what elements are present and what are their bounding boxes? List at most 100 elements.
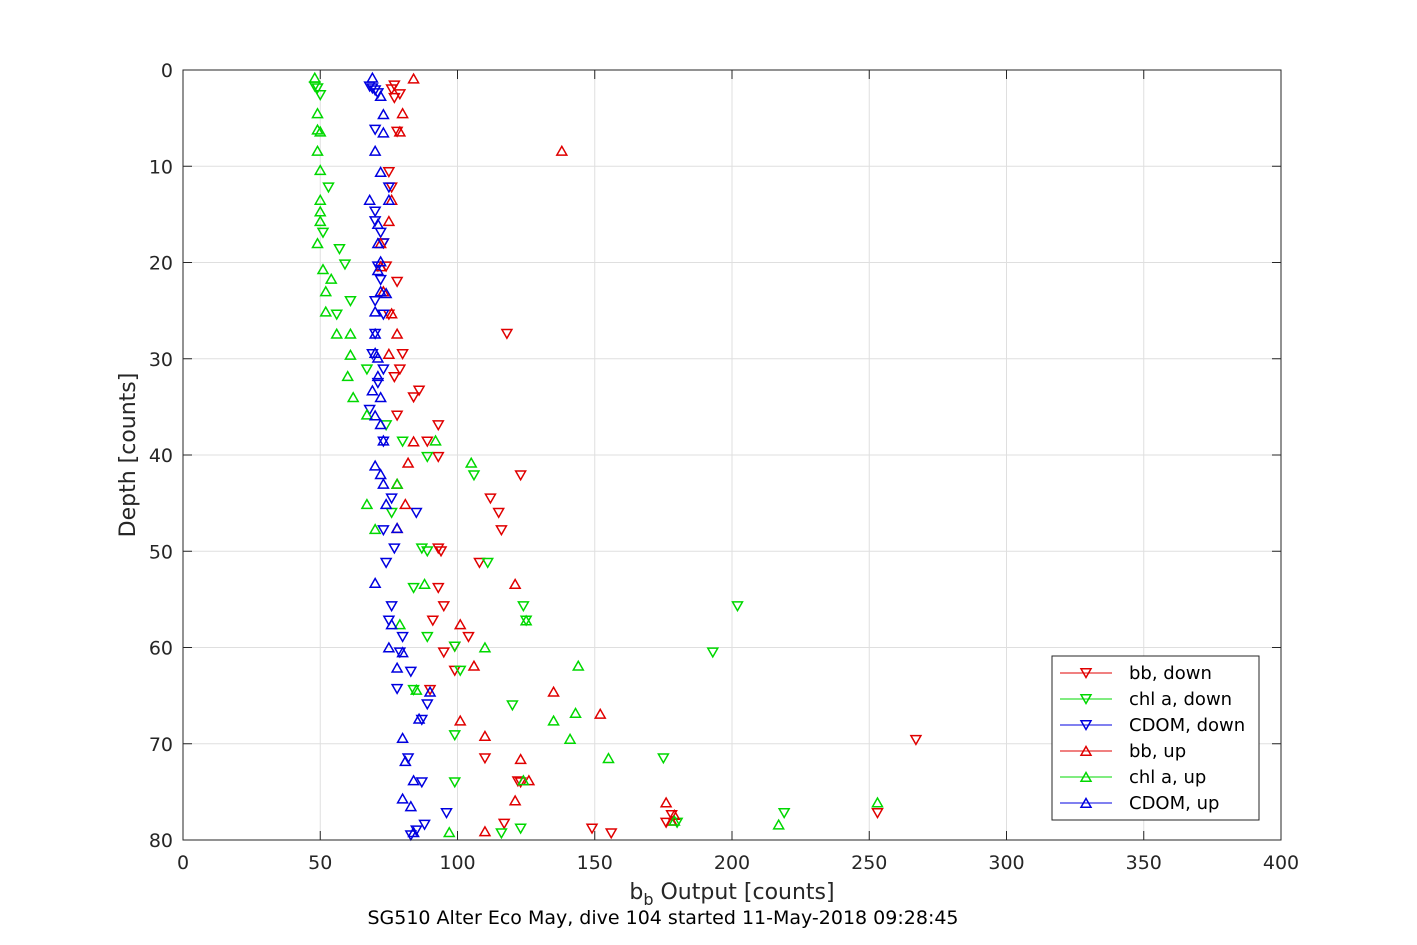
x-axis-label: bb Output [counts] <box>629 880 834 909</box>
data-point <box>602 752 615 764</box>
data-point <box>593 707 607 719</box>
y-axis-label: Depth [counts] <box>116 373 141 538</box>
data-point <box>421 436 434 448</box>
data-point <box>368 144 382 156</box>
data-point <box>547 685 560 697</box>
data-point <box>407 392 420 404</box>
data-point <box>371 370 385 382</box>
data-point <box>437 601 451 613</box>
legend-entry-label: chl a, down <box>1129 689 1232 710</box>
data-point <box>388 372 401 384</box>
data-point <box>344 296 357 308</box>
data-point <box>385 601 398 613</box>
y-tick-label: 0 <box>161 60 173 82</box>
data-point <box>448 730 462 742</box>
data-point <box>368 459 382 471</box>
data-point <box>396 731 409 743</box>
data-point <box>368 124 382 136</box>
x-tick-label: 250 <box>851 852 887 874</box>
data-point <box>484 493 497 505</box>
data-point <box>401 456 415 468</box>
data-point <box>514 823 527 835</box>
data-point <box>371 264 385 276</box>
data-point <box>569 706 582 718</box>
data-point <box>519 614 533 626</box>
data-point <box>382 641 396 653</box>
data-point <box>311 107 324 119</box>
data-point <box>313 215 327 227</box>
data-point <box>396 646 409 658</box>
data-point <box>311 237 324 249</box>
data-point <box>517 601 530 613</box>
x-tick-label: 200 <box>714 852 750 874</box>
data-point <box>442 826 456 838</box>
series-chl-a-up <box>308 71 884 838</box>
data-point <box>434 546 448 558</box>
data-point <box>377 477 390 489</box>
series-chl-a-down <box>308 81 791 840</box>
data-point <box>390 276 404 288</box>
data-point <box>412 712 426 724</box>
data-point <box>426 615 440 627</box>
data-point <box>313 90 327 102</box>
data-point <box>371 377 385 389</box>
data-point <box>431 420 445 432</box>
data-point <box>410 683 423 695</box>
series-cdom-up <box>363 71 437 838</box>
data-point <box>871 796 884 808</box>
data-point <box>393 125 407 137</box>
data-point <box>377 108 390 120</box>
data-point <box>382 347 396 359</box>
data-point <box>448 777 462 789</box>
data-point <box>407 774 420 786</box>
data-point <box>431 451 445 463</box>
data-point <box>324 272 338 284</box>
data-point <box>431 582 445 594</box>
data-point <box>404 666 418 678</box>
data-point <box>379 287 393 299</box>
legend-entry-label: chl a, up <box>1129 767 1206 788</box>
data-point <box>374 274 387 286</box>
data-point <box>366 71 379 83</box>
data-point <box>657 753 670 765</box>
data-point <box>311 123 324 135</box>
data-point <box>393 364 407 376</box>
data-point <box>371 351 385 363</box>
data-point <box>382 167 396 179</box>
data-point <box>467 659 481 671</box>
data-point <box>731 601 744 613</box>
legend-entry-label: bb, up <box>1129 741 1186 762</box>
data-point <box>330 327 344 339</box>
data-point <box>396 792 409 804</box>
legend-marker <box>1079 770 1093 782</box>
legend-marker <box>1079 796 1093 808</box>
data-point <box>385 493 398 505</box>
y-tick-label: 10 <box>149 156 173 178</box>
data-point <box>423 685 437 697</box>
data-point <box>508 794 522 806</box>
data-point <box>368 305 382 317</box>
data-point <box>311 83 324 95</box>
data-point <box>421 451 434 463</box>
data-point <box>374 391 387 403</box>
data-point <box>478 825 492 837</box>
data-point <box>399 498 412 510</box>
y-tick-label: 60 <box>149 638 173 660</box>
data-point <box>585 823 599 835</box>
data-point <box>371 237 385 249</box>
data-point <box>772 818 785 830</box>
legend-marker <box>1079 668 1093 680</box>
data-point <box>374 166 387 178</box>
data-point <box>410 507 423 519</box>
data-point <box>344 327 357 339</box>
data-point <box>319 285 333 297</box>
data-point <box>377 525 390 537</box>
data-point <box>404 800 418 812</box>
data-point <box>368 296 382 308</box>
data-point <box>313 164 327 176</box>
data-point <box>497 818 511 830</box>
data-point <box>412 385 426 397</box>
data-point <box>668 814 681 826</box>
data-point <box>514 777 527 789</box>
